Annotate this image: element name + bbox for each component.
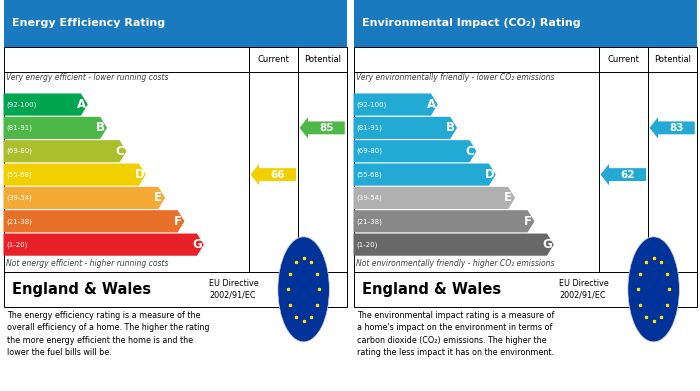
Polygon shape [4,233,204,256]
Ellipse shape [628,237,679,342]
Polygon shape [354,117,457,139]
Polygon shape [4,140,127,162]
Text: England & Wales: England & Wales [12,282,151,297]
Text: (1-20): (1-20) [6,241,27,248]
Text: A: A [427,98,436,111]
Text: Environmental Impact (CO₂) Rating: Environmental Impact (CO₂) Rating [362,18,581,29]
Text: (69-80): (69-80) [6,148,32,154]
Text: C: C [466,145,474,158]
Text: (1-20): (1-20) [356,241,377,248]
Bar [354,0,696,47]
Text: 62: 62 [620,170,635,179]
Text: (21-38): (21-38) [6,218,32,224]
Text: D: D [485,168,495,181]
Polygon shape [354,187,515,209]
Polygon shape [650,117,695,139]
Polygon shape [4,93,88,116]
Text: Potential: Potential [304,55,341,64]
Polygon shape [354,233,554,256]
Polygon shape [354,140,477,162]
Text: Not environmentally friendly - higher CO₂ emissions: Not environmentally friendly - higher CO… [356,259,554,268]
Text: Energy Efficiency Rating: Energy Efficiency Rating [12,18,165,29]
Text: G: G [193,238,202,251]
Text: F: F [524,215,531,228]
Polygon shape [251,164,296,185]
Text: Very environmentally friendly - lower CO₂ emissions: Very environmentally friendly - lower CO… [356,73,554,82]
Text: EU Directive
2002/91/EC: EU Directive 2002/91/EC [209,279,259,300]
Polygon shape [4,187,165,209]
Bar [4,47,346,272]
Text: England & Wales: England & Wales [362,282,501,297]
Polygon shape [354,93,438,116]
Text: A: A [77,98,86,111]
Text: (55-68): (55-68) [356,171,382,178]
Polygon shape [354,163,496,186]
Text: C: C [116,145,124,158]
Polygon shape [4,117,107,139]
Text: B: B [96,121,105,135]
Polygon shape [300,117,345,139]
Text: (92-100): (92-100) [356,101,386,108]
Text: G: G [542,238,552,251]
Text: Not energy efficient - higher running costs: Not energy efficient - higher running co… [6,259,169,268]
Polygon shape [601,164,646,185]
Polygon shape [4,163,146,186]
Text: (69-80): (69-80) [356,148,382,154]
Text: 83: 83 [669,123,684,133]
Text: Current: Current [608,55,639,64]
Bar [4,272,346,307]
Text: B: B [446,121,455,135]
Text: D: D [135,168,145,181]
Text: (39-54): (39-54) [356,195,382,201]
Ellipse shape [278,237,330,342]
Text: (39-54): (39-54) [6,195,32,201]
Polygon shape [354,210,535,232]
Text: (81-91): (81-91) [356,125,382,131]
Text: E: E [154,192,162,204]
Text: (21-38): (21-38) [356,218,382,224]
Text: 85: 85 [319,123,334,133]
Text: The energy efficiency rating is a measure of the
overall efficiency of a home. T: The energy efficiency rating is a measur… [7,311,209,357]
Text: (55-68): (55-68) [6,171,32,178]
Bar [354,272,696,307]
Text: (81-91): (81-91) [6,125,32,131]
Polygon shape [4,210,185,232]
Text: The environmental impact rating is a measure of
a home's impact on the environme: The environmental impact rating is a mea… [357,311,554,357]
Text: F: F [174,215,181,228]
Text: 66: 66 [270,170,285,179]
Text: Current: Current [258,55,289,64]
Bar [4,0,346,47]
Text: EU Directive
2002/91/EC: EU Directive 2002/91/EC [559,279,609,300]
Bar [354,47,696,272]
Text: Very energy efficient - lower running costs: Very energy efficient - lower running co… [6,73,169,82]
Text: E: E [504,192,512,204]
Text: (92-100): (92-100) [6,101,36,108]
Text: Potential: Potential [654,55,691,64]
